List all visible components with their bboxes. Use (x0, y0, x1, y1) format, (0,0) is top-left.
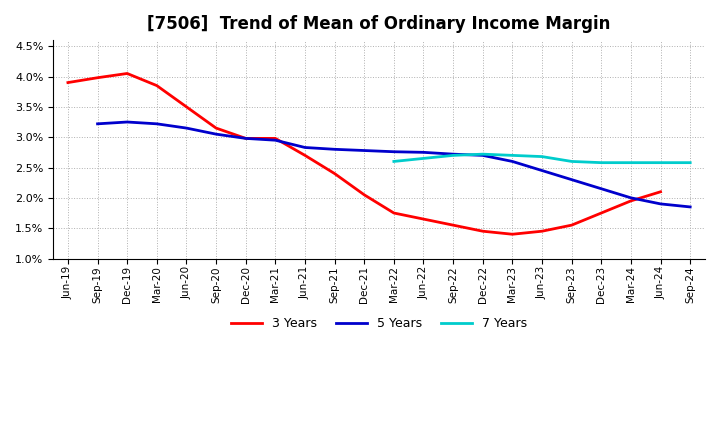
7 Years (538, 154, 546, 159)
5 Years (479, 153, 487, 158)
3 Years (123, 71, 132, 76)
5 Years (271, 138, 279, 143)
7 Years (567, 159, 576, 164)
3 Years (153, 83, 161, 88)
5 Years (153, 121, 161, 126)
Line: 3 Years: 3 Years (68, 73, 660, 234)
3 Years (626, 198, 635, 204)
3 Years (567, 223, 576, 228)
Legend: 3 Years, 5 Years, 7 Years: 3 Years, 5 Years, 7 Years (226, 312, 532, 335)
3 Years (241, 136, 250, 141)
5 Years (301, 145, 310, 150)
5 Years (360, 148, 369, 153)
3 Years (63, 80, 72, 85)
3 Years (508, 231, 517, 237)
5 Years (597, 186, 606, 191)
3 Years (597, 210, 606, 216)
5 Years (182, 125, 191, 131)
7 Years (686, 160, 695, 165)
7 Years (508, 153, 517, 158)
5 Years (626, 195, 635, 201)
5 Years (93, 121, 102, 126)
5 Years (508, 159, 517, 164)
3 Years (330, 171, 339, 176)
7 Years (626, 160, 635, 165)
7 Years (597, 160, 606, 165)
3 Years (360, 192, 369, 198)
7 Years (479, 151, 487, 157)
Title: [7506]  Trend of Mean of Ordinary Income Margin: [7506] Trend of Mean of Ordinary Income … (148, 15, 611, 33)
3 Years (656, 189, 665, 194)
3 Years (182, 104, 191, 110)
3 Years (93, 75, 102, 81)
7 Years (390, 159, 398, 164)
Line: 7 Years: 7 Years (394, 154, 690, 163)
Line: 5 Years: 5 Years (97, 122, 690, 207)
5 Years (390, 149, 398, 154)
5 Years (656, 201, 665, 206)
5 Years (212, 132, 220, 137)
5 Years (686, 204, 695, 209)
7 Years (449, 153, 457, 158)
3 Years (212, 125, 220, 131)
5 Years (123, 119, 132, 125)
5 Years (567, 177, 576, 182)
7 Years (419, 156, 428, 161)
3 Years (419, 216, 428, 222)
5 Years (449, 151, 457, 157)
5 Years (241, 136, 250, 141)
5 Years (419, 150, 428, 155)
5 Years (538, 168, 546, 173)
3 Years (271, 136, 279, 141)
7 Years (656, 160, 665, 165)
3 Years (538, 228, 546, 234)
3 Years (390, 210, 398, 216)
3 Years (301, 153, 310, 158)
3 Years (479, 228, 487, 234)
5 Years (330, 147, 339, 152)
3 Years (449, 223, 457, 228)
